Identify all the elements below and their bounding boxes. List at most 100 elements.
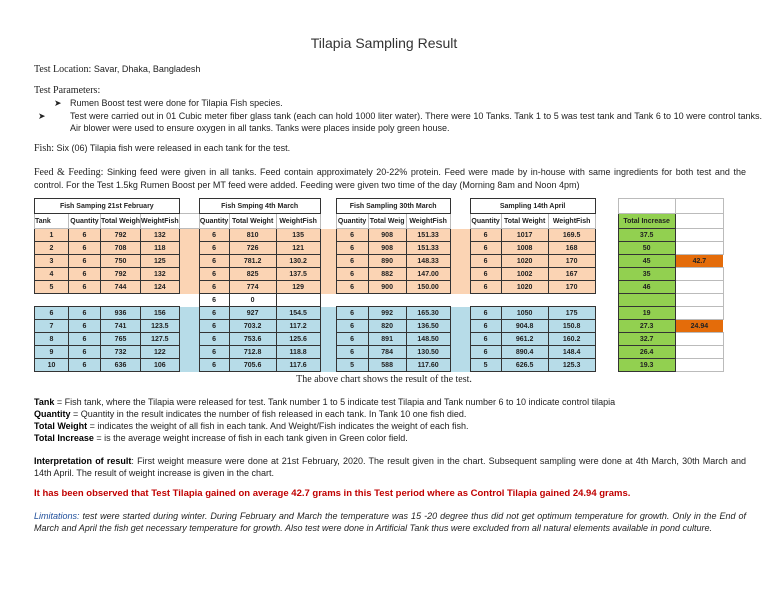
- table-cell: 117.2: [275, 319, 321, 333]
- table-cell: 167: [547, 267, 596, 281]
- column-header: Quantity: [198, 213, 230, 229]
- column-header: WeightFish: [405, 213, 451, 229]
- table-cell: [35, 294, 69, 307]
- total-increase-cell: 50: [617, 241, 676, 255]
- spacer: [595, 359, 618, 372]
- table-cell: 927: [228, 306, 277, 320]
- table-cell: 125.6: [275, 332, 321, 346]
- total-increase-cell: 26.4: [617, 345, 676, 359]
- table-cell: 170: [547, 254, 596, 268]
- spacer: [450, 228, 471, 242]
- total-increase-cell: 19.3: [617, 358, 676, 372]
- table-cell: 106: [140, 358, 180, 372]
- table-cell: 148.33: [405, 254, 451, 268]
- table-cell: 6: [198, 241, 230, 255]
- table-cell: [101, 294, 141, 307]
- spacer: [595, 255, 618, 268]
- table-cell: 121: [275, 241, 321, 255]
- interpretation: Interpretation of result: First weight m…: [34, 456, 746, 478]
- table-cell: 10: [34, 358, 69, 372]
- table-cell: 6: [198, 332, 230, 346]
- total-increase-cell: 45: [617, 254, 676, 268]
- table-cell: 6: [68, 306, 101, 320]
- table-cell: 6: [198, 358, 230, 372]
- column-header: Total Weigh: [99, 213, 142, 229]
- table-cell: 6: [68, 228, 101, 242]
- location-label: Test Location:: [34, 64, 92, 75]
- table-cell: 890: [367, 254, 407, 268]
- spacer: [320, 280, 337, 294]
- table-cell: 132: [140, 228, 180, 242]
- table-cell: 992: [367, 306, 407, 320]
- table-cell: 6: [68, 241, 101, 255]
- table-cell: 148.50: [405, 332, 451, 346]
- column-header: Quantity: [68, 213, 101, 229]
- table-cell: 6: [198, 293, 230, 307]
- table-cell: 6: [68, 332, 101, 346]
- table-cell: 169.5: [547, 228, 596, 242]
- spacer: [450, 306, 471, 320]
- table-cell: 151.33: [405, 228, 451, 242]
- spacer: [320, 319, 337, 333]
- spacer: [595, 229, 618, 242]
- table-cell: 588: [367, 358, 407, 372]
- definition-total-increase: Total Increase = is the average weight i…: [34, 433, 408, 443]
- table-cell: 904.8: [500, 319, 549, 333]
- arrow-bullet-icon: ➤: [38, 111, 46, 121]
- spacer: [179, 241, 200, 255]
- conclusion: It has been observed that Test Tilapia g…: [34, 488, 631, 499]
- table-cell: 6: [469, 267, 502, 281]
- spacer: [179, 319, 200, 333]
- table-cell: [501, 294, 548, 307]
- table-cell: 1: [34, 228, 69, 242]
- spacer: [450, 241, 471, 255]
- definition-total-weight: Total Weight = indicates the weight of a…: [34, 421, 469, 431]
- spacer: [595, 294, 618, 307]
- spacer: [595, 268, 618, 281]
- limitations-label: Limitations:: [34, 511, 80, 521]
- table-cell: 127.5: [140, 332, 180, 346]
- average-increase-cell: 24.94: [675, 319, 724, 333]
- table-cell: 732: [99, 345, 142, 359]
- test-location: Test Location: Savar, Dhaka, Bangladesh: [34, 64, 200, 75]
- spacer: [674, 213, 724, 229]
- table-cell: 135: [275, 228, 321, 242]
- table-cell: 8: [34, 332, 69, 346]
- table-cell: [69, 294, 101, 307]
- group-header: Sampling 14th April: [469, 198, 596, 214]
- spacer: [179, 228, 200, 242]
- spacer: [320, 267, 337, 281]
- table-cell: 137.5: [275, 267, 321, 281]
- table-cell: 1020: [500, 280, 549, 294]
- column-header: Total Weight: [500, 213, 549, 229]
- table-row: 6 6 936 156 6 927 154.5 6 992 165.30 6 1050 175 19: [34, 306, 724, 320]
- table-cell: 2: [34, 241, 69, 255]
- table-cell: 820: [367, 319, 407, 333]
- table-cell: 6: [198, 306, 230, 320]
- table-cell: 6: [68, 358, 101, 372]
- table-cell: [470, 294, 501, 307]
- total-increase-cell: 19: [617, 306, 676, 320]
- table-cell: [141, 294, 180, 307]
- spacer: [595, 199, 618, 214]
- spacer: [320, 254, 337, 268]
- table-cell: 5: [469, 358, 502, 372]
- table-cell: 6: [335, 306, 369, 320]
- table-cell: 6: [198, 254, 230, 268]
- spacer: [320, 228, 337, 242]
- table-cell: 130.2: [275, 254, 321, 268]
- spacer: [595, 214, 618, 229]
- arrow-bullet-icon: ➤: [54, 98, 62, 108]
- table-row: 3 6 750 125 6 781.2 130.2 6 890 148.33 6 1020 170 45 4…: [34, 254, 724, 268]
- table-cell: [368, 294, 406, 307]
- fish-label: Fish:: [34, 143, 55, 154]
- table-cell: 125: [140, 254, 180, 268]
- spacer: [450, 345, 471, 359]
- table-cell: 774: [228, 280, 277, 294]
- table-cell: 6: [335, 280, 369, 294]
- spacer: [450, 199, 470, 214]
- group-header: Fish Sampling 30th March: [335, 198, 451, 214]
- spacer: [450, 214, 470, 229]
- table-cell: 6: [68, 280, 101, 294]
- table-cell: 810: [228, 228, 277, 242]
